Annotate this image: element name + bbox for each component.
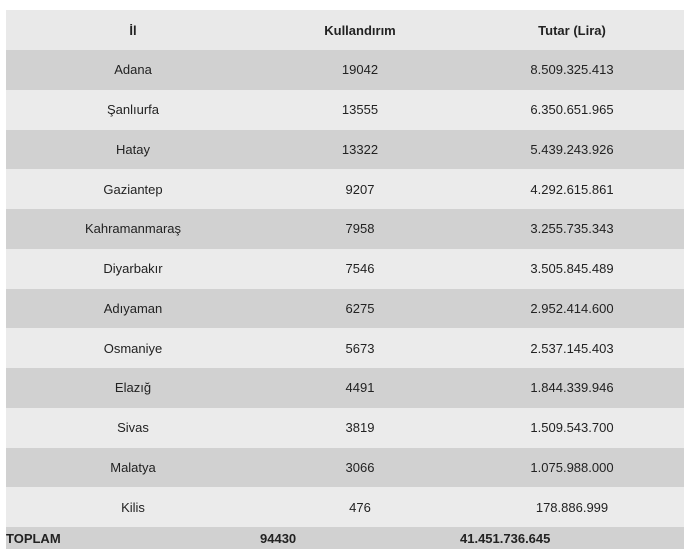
table-cell: Elazığ <box>6 368 260 408</box>
header-cell: Kullandırım <box>260 10 460 50</box>
table-cell: 1.075.988.000 <box>460 447 684 488</box>
table-row: Malatya 3066 1.075.988.000 <box>6 447 684 488</box>
table-cell: 5673 <box>260 328 460 368</box>
table-cell: Sivas <box>6 407 260 448</box>
table-footer: TOPLAM 94430 41.451.736.645 <box>6 527 684 549</box>
table-cell: Osmaniye <box>6 328 260 368</box>
footer-cell: 94430 <box>260 527 460 549</box>
table-cell: Hatay <box>6 129 260 170</box>
table-cell: 1.509.543.700 <box>460 407 684 448</box>
table-row: Osmaniye 5673 2.537.145.403 <box>6 328 684 368</box>
table-cell: 13322 <box>260 129 460 170</box>
table-row: Diyarbakır 7546 3.505.845.489 <box>6 248 684 289</box>
table-cell: 13555 <box>260 89 460 130</box>
table-cell: 8.509.325.413 <box>460 50 684 90</box>
table-row: Elazığ 4491 1.844.339.946 <box>6 368 684 408</box>
table-body: Adana 19042 8.509.325.413 Şanlıurfa 13555 6.3… <box>6 50 684 527</box>
table-cell: 6.350.651.965 <box>460 89 684 130</box>
table-row: Kilis 476 178.886.999 <box>6 487 684 527</box>
table-cell: Malatya <box>6 447 260 488</box>
header-cell: Tutar (Lira) <box>460 10 684 50</box>
table-cell: 3.505.845.489 <box>460 248 684 289</box>
table-cell: 5.439.243.926 <box>460 129 684 170</box>
table-cell: 9207 <box>260 169 460 209</box>
header-row: İl Kullandırım Tutar (Lira) <box>6 10 684 50</box>
table-cell: 7958 <box>260 209 460 249</box>
table-row: Gaziantep 9207 4.292.615.861 <box>6 169 684 209</box>
footer-row: TOPLAM 94430 41.451.736.645 <box>6 527 684 549</box>
table-cell: 1.844.339.946 <box>460 368 684 408</box>
table-cell: 3.255.735.343 <box>460 209 684 249</box>
header-cell: İl <box>6 10 260 50</box>
table-cell: Adıyaman <box>6 288 260 329</box>
table-row: Sivas 3819 1.509.543.700 <box>6 407 684 448</box>
table-row: Kahramanmaraş 7958 3.255.735.343 <box>6 209 684 249</box>
table-cell: 3819 <box>260 407 460 448</box>
table-cell: Kahramanmaraş <box>6 209 260 249</box>
table-cell: Adana <box>6 50 260 90</box>
table-row: Hatay 13322 5.439.243.926 <box>6 129 684 170</box>
footer-cell: TOPLAM <box>6 527 260 549</box>
table-row: Adana 19042 8.509.325.413 <box>6 50 684 90</box>
table-cell: 4491 <box>260 368 460 408</box>
table-cell: Şanlıurfa <box>6 89 260 130</box>
table-row: Adıyaman 6275 2.952.414.600 <box>6 288 684 329</box>
table-cell: 178.886.999 <box>460 487 684 527</box>
table-header: İl Kullandırım Tutar (Lira) <box>6 10 684 50</box>
table-cell: 2.952.414.600 <box>460 288 684 329</box>
table-cell: 6275 <box>260 288 460 329</box>
data-table: İl Kullandırım Tutar (Lira) Adana 19042 8.50… <box>6 10 684 549</box>
table-row: Şanlıurfa 13555 6.350.651.965 <box>6 89 684 130</box>
table-cell: Kilis <box>6 487 260 527</box>
table-cell: 19042 <box>260 50 460 90</box>
footer-cell: 41.451.736.645 <box>460 527 684 549</box>
table-cell: Gaziantep <box>6 169 260 209</box>
table-cell: 476 <box>260 487 460 527</box>
table-cell: 7546 <box>260 248 460 289</box>
table-cell: 3066 <box>260 447 460 488</box>
table-cell: 2.537.145.403 <box>460 328 684 368</box>
table-cell: Diyarbakır <box>6 248 260 289</box>
table-cell: 4.292.615.861 <box>460 169 684 209</box>
